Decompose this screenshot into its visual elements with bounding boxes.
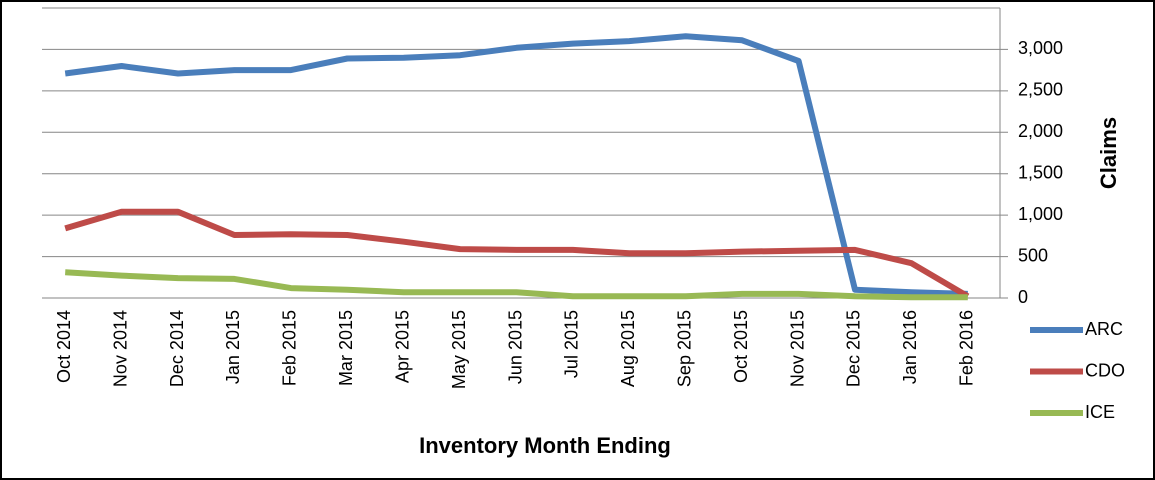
series-line (65, 269, 968, 301)
x-tick-label: Nov 2015 (787, 310, 807, 387)
series-line (64, 208, 970, 299)
x-tick-label: Mar 2015 (336, 310, 356, 386)
y-axis-label: Claims (1096, 117, 1121, 189)
legend-label: ICE (1085, 402, 1115, 422)
x-tick-label: Dec 2014 (167, 310, 187, 387)
legend-label: CDO (1085, 360, 1125, 380)
x-tick-label: Oct 2015 (731, 310, 751, 383)
x-tick-label: Dec 2015 (844, 310, 864, 387)
y-tick-label: 500 (1018, 245, 1048, 265)
legend-label: ARC (1085, 319, 1123, 339)
x-tick-label: Feb 2016 (957, 310, 977, 386)
x-tick-label: Feb 2015 (280, 310, 300, 386)
x-tick-label: Jul 2015 (562, 310, 582, 378)
x-tick-label: Jan 2016 (900, 310, 920, 384)
x-axis-label: Inventory Month Ending (419, 433, 671, 458)
y-tick-label: 2,000 (1018, 121, 1063, 141)
y-tick-label: 1,500 (1018, 162, 1063, 182)
x-tick-label: Nov 2014 (110, 310, 130, 387)
y-tick-label: 2,500 (1018, 80, 1063, 100)
x-tick-label: Jun 2015 (505, 310, 525, 384)
y-tick-label: 1,000 (1018, 204, 1063, 224)
y-tick-label: 0 (1018, 287, 1028, 307)
series-line (64, 33, 968, 297)
x-tick-label: Aug 2015 (618, 310, 638, 387)
x-tick-label: Apr 2015 (392, 310, 412, 383)
x-tick-label: Oct 2014 (54, 310, 74, 383)
y-tick-label: 3,000 (1018, 38, 1063, 58)
x-tick-label: May 2015 (449, 310, 469, 389)
x-tick-label: Jan 2015 (223, 310, 243, 384)
x-tick-label: Sep 2015 (674, 310, 694, 387)
